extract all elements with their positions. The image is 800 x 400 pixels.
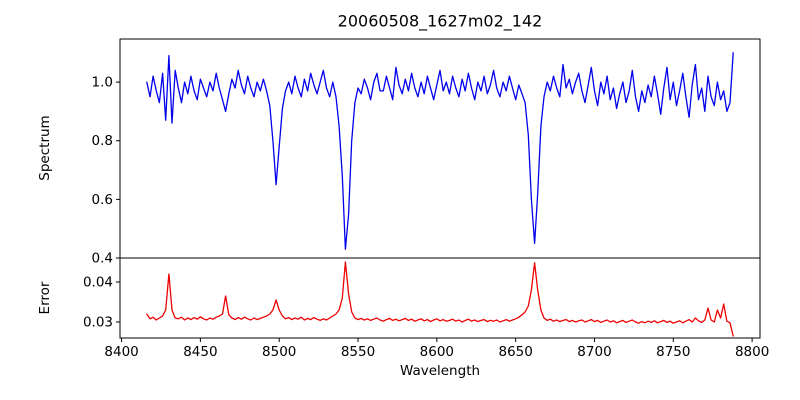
x-tick-label: 8550 (341, 344, 375, 360)
x-axis-label: Wavelength (399, 363, 481, 379)
x-tick-label: 8400 (104, 344, 138, 360)
spectrum-y-tick-label: 0.8 (92, 133, 113, 149)
x-tick-label: 8800 (735, 344, 769, 360)
error-y-tick-label: 0.04 (83, 275, 113, 291)
spectrum-line (146, 52, 734, 250)
x-tick-label: 8600 (420, 344, 454, 360)
x-tick-label: 8750 (656, 344, 690, 360)
chart-title: 20060508_1627m02_142 (337, 11, 543, 31)
x-tick-label: 8650 (498, 344, 532, 360)
y-axis-label-spectrum: Spectrum (37, 115, 53, 181)
x-tick-label: 8700 (577, 344, 611, 360)
x-tick-label: 8450 (183, 344, 217, 360)
spectrum-y-tick-label: 0.6 (92, 192, 113, 208)
spectrum-y-tick-label: 0.4 (92, 251, 113, 267)
error-y-tick-label: 0.03 (83, 315, 113, 331)
spectrum-y-tick-label: 1.0 (92, 75, 113, 91)
x-tick-label: 8500 (262, 344, 296, 360)
error-axes-border (119, 257, 761, 339)
error-line (146, 261, 734, 337)
y-axis-label-error: Error (37, 281, 53, 315)
